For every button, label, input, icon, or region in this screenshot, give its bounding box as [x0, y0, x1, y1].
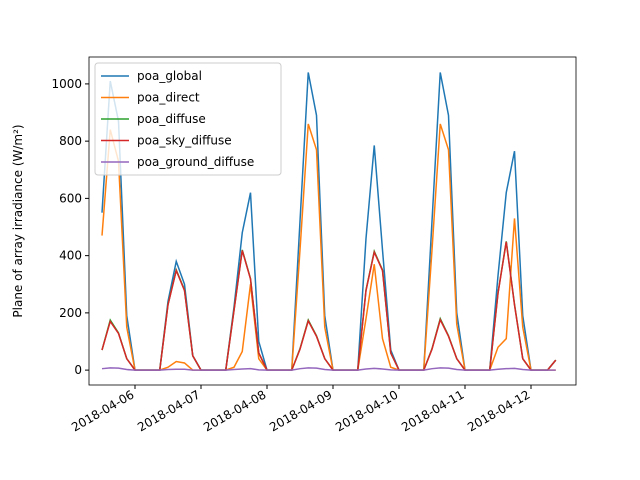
y-tick-label: 0 [74, 363, 82, 377]
legend-label: poa_ground_diffuse [137, 155, 254, 169]
legend-label: poa_sky_diffuse [137, 134, 232, 148]
x-tick-label: 2018-04-06 [69, 387, 136, 434]
y-tick-label: 600 [59, 191, 82, 205]
x-tick-label: 2018-04-08 [201, 387, 268, 434]
x-tick-label: 2018-04-10 [333, 387, 400, 434]
plot-frame [88, 56, 577, 386]
legend-label: poa_diffuse [137, 112, 206, 126]
y-tick-label: 800 [59, 134, 82, 148]
legend-label: poa_direct [137, 91, 200, 105]
y-tick-label: 400 [59, 249, 82, 263]
series-line [101, 367, 556, 371]
y-tick-label: 200 [59, 306, 82, 320]
y-tick-label: 1000 [51, 77, 82, 91]
legend-box [94, 62, 282, 176]
legend-label: poa_global [137, 69, 202, 83]
x-tick-label: 2018-04-12 [465, 387, 532, 434]
y-axis-label: Plane of array irradiance (W/m²) [11, 124, 25, 317]
x-tick-label: 2018-04-11 [399, 387, 466, 434]
x-tick-label: 2018-04-07 [135, 387, 202, 434]
x-tick-label: 2018-04-09 [267, 387, 334, 434]
